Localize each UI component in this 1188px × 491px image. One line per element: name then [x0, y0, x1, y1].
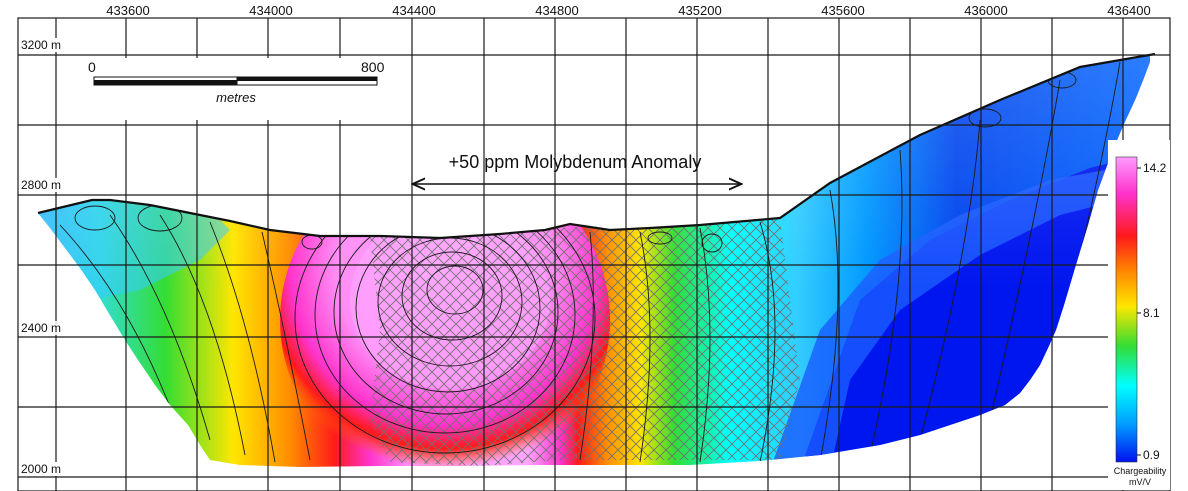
y-tick-label: 2000 m: [21, 462, 61, 476]
scale-bar: 0 800 metres: [88, 58, 385, 120]
molybdenum-hatch-zone: [370, 218, 800, 466]
colorbar-unit: mV/V: [1129, 477, 1151, 487]
y-tick-label: 2400 m: [21, 321, 61, 335]
x-tick-label: 435200: [678, 3, 721, 18]
anomaly-label: +50 ppm Molybdenum Anomaly: [449, 152, 702, 172]
scale-bar-start: 0: [88, 59, 96, 75]
x-tick-label: 434800: [535, 3, 578, 18]
scale-bar-end: 800: [361, 59, 385, 75]
y-tick-label: 3200 m: [21, 38, 61, 52]
molybdenum-annotation: +50 ppm Molybdenum Anomaly: [414, 152, 740, 184]
x-tick-label: 433600: [106, 3, 149, 18]
y-axis-labels: 3200 m 2800 m 2400 m 2000 m: [19, 38, 61, 476]
colorbar-legend: 14.2 8.1 0.9 Chargeability mV/V: [1108, 140, 1170, 490]
colorbar-min-label: 0.9: [1143, 448, 1160, 462]
scale-bar-unit: metres: [216, 90, 256, 105]
colorbar-max-label: 14.2: [1143, 161, 1167, 175]
x-axis-labels: 433600 434000 434400 434800 435200 43560…: [106, 3, 1150, 18]
x-tick-label: 435600: [821, 3, 864, 18]
colorbar-title: Chargeability: [1114, 466, 1167, 476]
x-tick-label: 434000: [249, 3, 292, 18]
x-tick-label: 436000: [964, 3, 1007, 18]
colorbar-ramp: [1115, 156, 1138, 463]
x-tick-label: 434400: [392, 3, 435, 18]
colorbar-mid-label: 8.1: [1143, 306, 1160, 320]
topography-line: [37, 52, 1156, 240]
x-tick-label: 436400: [1107, 3, 1150, 18]
y-tick-label: 2800 m: [21, 178, 61, 192]
